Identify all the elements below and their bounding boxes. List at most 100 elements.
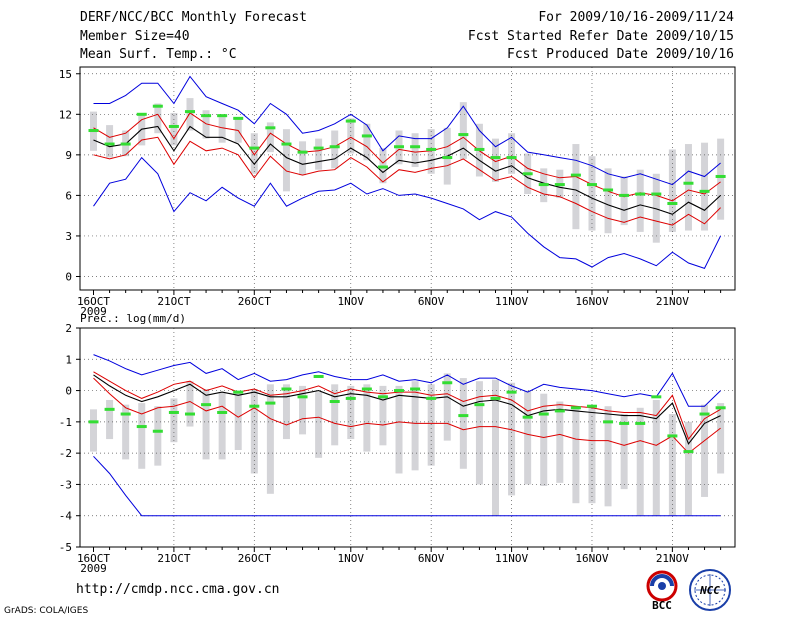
median-marker [490,156,501,160]
spread-box [411,381,419,471]
spread-box [411,133,419,168]
y-tick-label: 6 [65,189,72,202]
spread-box [186,98,194,131]
lower-line [93,377,721,454]
spread-box [282,384,290,440]
median-marker [233,116,244,120]
median-marker [667,434,678,438]
spread-box [668,149,676,232]
spread-box [363,123,371,161]
source-url[interactable]: http://cmdp.ncc.cma.gov.cn [76,582,280,597]
median-marker [410,145,421,149]
spread-box [524,390,532,485]
min-line [93,156,722,270]
median-marker [554,183,565,187]
median-marker [699,412,710,416]
median-marker [345,396,356,400]
plot-frame [79,327,736,548]
median-marker [603,188,614,192]
ncc-logo: NCC [689,569,731,611]
spread-box [266,384,274,494]
median-marker [361,134,372,138]
median-marker [474,403,485,407]
spread-box [443,373,451,441]
spread-box [315,138,323,170]
median-marker [361,387,372,391]
median-marker [635,192,646,196]
median-marker [490,396,501,400]
spread-box [492,379,499,516]
spread-box [202,110,210,139]
precip-panel-title: Prec.: log(mm/d) [80,312,186,325]
spread-box [636,407,644,516]
median-marker [201,403,212,407]
x-tick-label: 6NOV [418,295,445,308]
variable-label: Mean Surf. Temp.: °C [80,47,237,62]
spread-box [701,404,709,497]
median-marker [619,193,630,197]
median-marker [136,112,147,116]
x-tick-label: 16NOV [575,295,608,308]
median-marker [442,156,453,160]
median-marker [265,401,276,405]
spread-box [266,122,274,153]
spread-box [379,385,387,446]
y-tick-label: -2 [59,447,72,460]
spread-box [459,378,467,469]
median-marker [152,104,163,108]
y-tick-label: -3 [59,478,72,491]
median-marker [329,145,340,149]
median-marker [104,142,115,146]
x-tick-year: 2009 [80,562,107,575]
median-marker [152,429,163,433]
median-marker [554,409,565,413]
x-tick-label: 16OCT [77,295,110,308]
y-tick-label: -5 [59,541,72,554]
spread-box [717,138,725,220]
spread-box [299,141,307,176]
median-marker [442,381,453,385]
median-marker [651,192,662,196]
spread-box [218,114,226,143]
median-marker [522,415,533,419]
spread-box [572,144,580,230]
median-marker [377,395,388,399]
median-marker [377,165,388,169]
fcst-started-date: Fcst Started Refer Date 2009/10/15 [467,29,734,44]
spread-box [492,138,499,182]
spread-box [572,406,580,504]
y-tick-label: 0 [65,385,72,398]
upper-line [93,112,721,202]
median-marker [168,124,179,128]
y-tick-label: 12 [59,108,72,121]
spread-box [620,414,628,490]
y-tick-label: 0 [65,270,72,283]
median-marker [297,150,308,154]
median-marker [201,114,212,118]
median-marker [570,173,581,177]
median-marker [538,412,549,416]
spread-box [122,404,130,460]
median-marker [313,374,324,378]
median-marker [715,406,726,410]
median-marker [184,412,195,416]
mean-line [93,125,721,215]
spread-box [154,103,162,134]
median-marker [217,114,228,118]
y-tick-label: 15 [59,68,72,81]
x-tick-label: 1NOV [338,552,365,565]
median-marker [184,110,195,114]
median-marker [506,156,517,160]
x-tick-label: 26OCT [238,295,271,308]
median-marker [168,410,179,414]
spread-box [604,406,612,507]
fcst-produced-date: Fcst Produced Date 2009/10/16 [507,47,734,62]
member-size: Member Size=40 [80,29,190,44]
max-line [93,75,721,186]
median-marker [619,421,630,425]
median-marker [329,400,340,404]
median-marker [426,396,437,400]
y-tick-label: -4 [59,510,73,523]
grads-credit: GrADS: COLA/IGES [4,606,89,616]
